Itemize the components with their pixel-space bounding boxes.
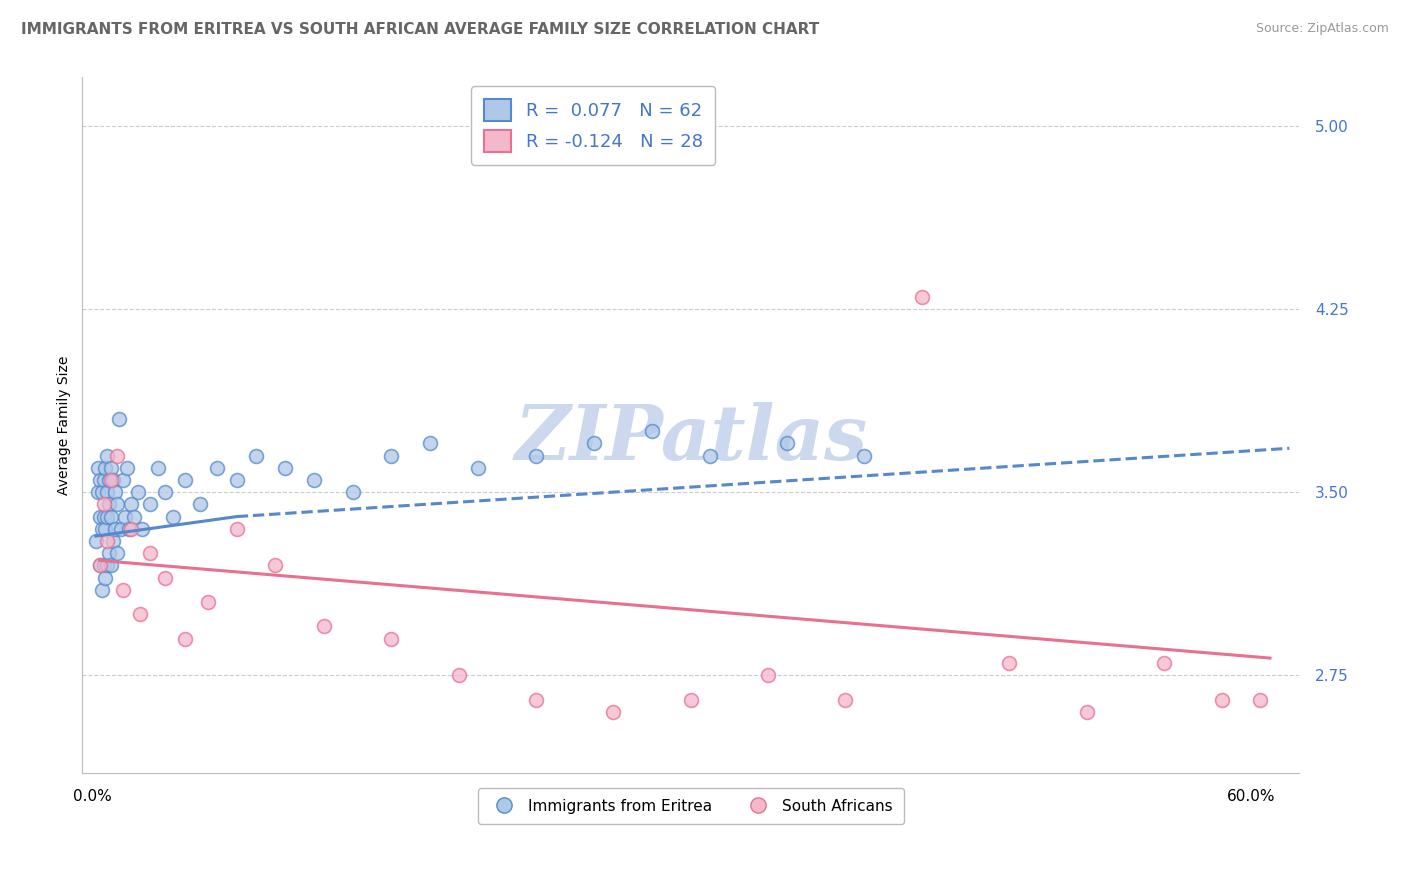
Point: [467, 460, 489, 475]
Point: [93, 509, 115, 524]
Point: [776, 436, 799, 450]
Point: [155, 570, 177, 584]
Point: [111, 473, 134, 487]
Point: [1211, 692, 1233, 706]
Legend: Immigrants from Eritrea, South Africans: Immigrants from Eritrea, South Africans: [478, 788, 904, 824]
Point: [104, 485, 127, 500]
Point: [94, 460, 117, 475]
Point: [225, 473, 247, 487]
Point: [100, 558, 122, 573]
Point: [96, 509, 118, 524]
Point: [155, 485, 177, 500]
Point: [84, 533, 107, 548]
Point: [87, 485, 110, 500]
Point: [302, 473, 325, 487]
Point: [380, 632, 402, 646]
Point: [139, 497, 162, 511]
Point: [197, 595, 219, 609]
Point: [100, 460, 122, 475]
Y-axis label: Average Family Size: Average Family Size: [58, 355, 72, 495]
Point: [245, 449, 267, 463]
Point: [1249, 692, 1271, 706]
Point: [342, 485, 364, 500]
Point: [87, 460, 110, 475]
Point: [105, 497, 128, 511]
Point: [103, 473, 125, 487]
Point: [312, 619, 335, 633]
Point: [96, 558, 118, 573]
Point: [583, 436, 606, 450]
Point: [98, 546, 121, 560]
Point: [124, 509, 146, 524]
Point: [105, 449, 128, 463]
Point: [264, 558, 287, 573]
Point: [131, 522, 153, 536]
Point: [100, 509, 122, 524]
Point: [110, 522, 132, 536]
Point: [129, 607, 152, 622]
Point: [89, 473, 111, 487]
Point: [998, 656, 1021, 670]
Point: [89, 509, 111, 524]
Point: [207, 460, 229, 475]
Point: [139, 546, 162, 560]
Point: [93, 473, 115, 487]
Point: [524, 692, 547, 706]
Point: [114, 509, 136, 524]
Point: [94, 522, 117, 536]
Point: [162, 509, 184, 524]
Point: [834, 692, 856, 706]
Point: [173, 632, 195, 646]
Point: [188, 497, 211, 511]
Point: [853, 449, 876, 463]
Point: [89, 558, 111, 573]
Text: ZIPatlas: ZIPatlas: [515, 402, 868, 476]
Point: [93, 558, 115, 573]
Text: IMMIGRANTS FROM ERITREA VS SOUTH AFRICAN AVERAGE FAMILY SIZE CORRELATION CHART: IMMIGRANTS FROM ERITREA VS SOUTH AFRICAN…: [21, 22, 820, 37]
Point: [524, 449, 547, 463]
Point: [447, 668, 470, 682]
Point: [756, 668, 779, 682]
Point: [641, 424, 664, 438]
Point: [173, 473, 195, 487]
Point: [117, 522, 139, 536]
Point: [100, 473, 122, 487]
Point: [98, 473, 121, 487]
Point: [679, 692, 702, 706]
Point: [90, 582, 112, 597]
Point: [120, 522, 142, 536]
Point: [98, 497, 121, 511]
Point: [111, 582, 134, 597]
Point: [90, 522, 112, 536]
Point: [108, 412, 131, 426]
Point: [89, 558, 111, 573]
Point: [602, 705, 624, 719]
Point: [699, 449, 721, 463]
Point: [96, 449, 118, 463]
Point: [90, 485, 112, 500]
Point: [96, 485, 118, 500]
Point: [419, 436, 441, 450]
Point: [911, 290, 934, 304]
Point: [225, 522, 247, 536]
Point: [146, 460, 169, 475]
Point: [1153, 656, 1175, 670]
Point: [1076, 705, 1098, 719]
Point: [120, 497, 142, 511]
Point: [274, 460, 297, 475]
Point: [93, 497, 115, 511]
Point: [104, 522, 127, 536]
Text: Source: ZipAtlas.com: Source: ZipAtlas.com: [1256, 22, 1389, 36]
Point: [103, 533, 125, 548]
Point: [115, 460, 138, 475]
Point: [380, 449, 402, 463]
Point: [105, 546, 128, 560]
Point: [96, 533, 118, 548]
Point: [94, 570, 117, 584]
Point: [127, 485, 149, 500]
